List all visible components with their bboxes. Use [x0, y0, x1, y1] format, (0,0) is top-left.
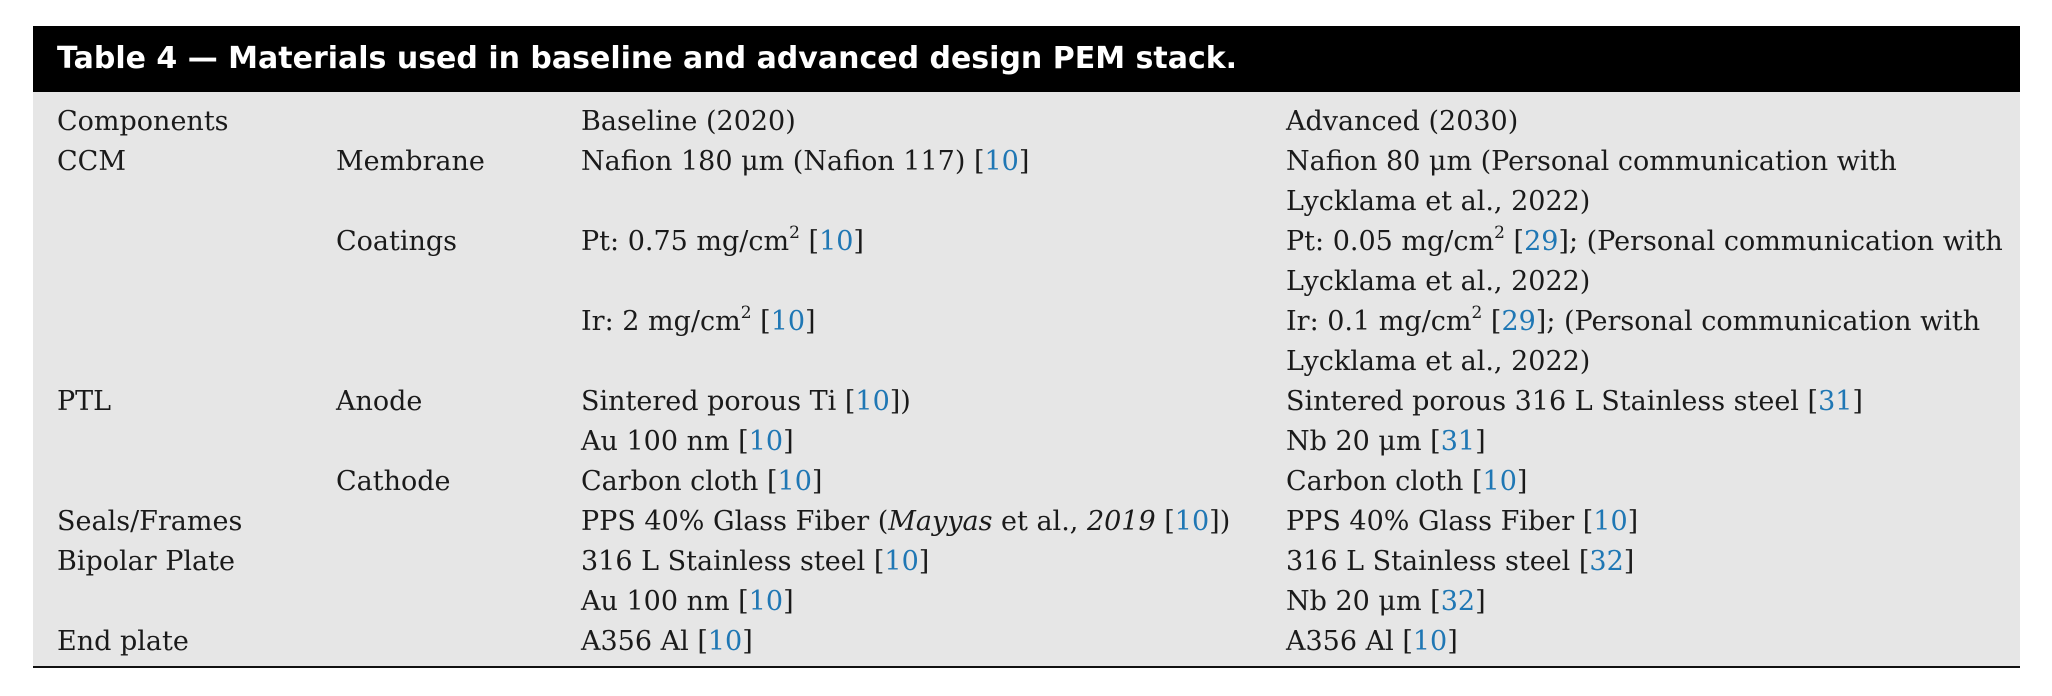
reference-link[interactable]: 10 — [748, 586, 784, 617]
reference-link[interactable]: 32 — [1440, 586, 1476, 617]
subcomponent-cell: Coatings — [336, 226, 458, 257]
advanced-cell: Carbon cloth [10] — [1286, 466, 1528, 497]
reference-link[interactable]: 10 — [819, 226, 854, 257]
component-cell: PTL — [57, 386, 112, 417]
reference-link[interactable]: 29 — [1501, 306, 1536, 337]
reference-link[interactable]: 10 — [1593, 506, 1628, 537]
baseline-cell: Ir: 2 mg/cm2 [10] — [581, 303, 816, 338]
table-row: Seals/Frames PPS 40% Glass Fiber (Mayyas… — [33, 502, 2020, 542]
reference-link[interactable]: 10 — [1174, 506, 1210, 537]
table-row: CCM Membrane Nafion 180 μm (Nafion 117) … — [33, 142, 2020, 182]
table-row: Lycklama et al., 2022) — [33, 342, 2020, 382]
reference-link[interactable]: 31 — [1440, 426, 1476, 457]
baseline-cell: Nafion 180 μm (Nafion 117) [10] — [581, 146, 1030, 177]
reference-link[interactable]: 29 — [1524, 226, 1559, 257]
header-components: Components — [57, 106, 229, 137]
advanced-cell: A356 Al [10] — [1286, 626, 1458, 657]
reference-link[interactable]: 10 — [777, 466, 812, 497]
reference-link[interactable]: 10 — [748, 426, 784, 457]
advanced-cell: Sintered porous 316 L Stainless steel [3… — [1286, 386, 1863, 417]
table-row: Lycklama et al., 2022) — [33, 262, 2020, 302]
component-cell: Seals/Frames — [57, 506, 243, 537]
table-caption: Table 4 — Materials used in baseline and… — [33, 26, 2020, 92]
table-row: Au 100 nm [10] Nb 20 μm [32] — [33, 582, 2020, 622]
table-header-row: Components Baseline (2020) Advanced (203… — [33, 102, 2020, 142]
reference-link[interactable]: 10 — [884, 546, 919, 577]
table-row: PTL Anode Sintered porous Ti [10]) Sinte… — [33, 382, 2020, 422]
reference-link[interactable]: 10 — [770, 306, 806, 337]
advanced-cell: Pt: 0.05 mg/cm2 [29]; (Personal communic… — [1286, 223, 2003, 258]
reference-link[interactable]: 10 — [1482, 466, 1517, 497]
table-row: Bipolar Plate 316 L Stainless steel [10]… — [33, 542, 2020, 582]
header-advanced: Advanced (2030) — [1286, 106, 1519, 137]
advanced-cell: 316 L Stainless steel [32] — [1286, 546, 1635, 577]
baseline-cell: A356 Al [10] — [581, 626, 753, 657]
advanced-cell: Lycklama et al., 2022) — [1286, 266, 1591, 297]
component-cell: End plate — [57, 626, 189, 657]
table-row: Au 100 nm [10] Nb 20 μm [31] — [33, 422, 2020, 462]
reference-link[interactable]: 10 — [984, 146, 1019, 177]
table-row: Coatings Pt: 0.75 mg/cm2 [10] Pt: 0.05 m… — [33, 222, 2020, 262]
table-row: Cathode Carbon cloth [10] Carbon cloth [… — [33, 462, 2020, 502]
reference-link[interactable]: 10 — [707, 626, 743, 657]
advanced-cell: PPS 40% Glass Fiber [10] — [1286, 506, 1639, 537]
component-cell: CCM — [57, 146, 126, 177]
advanced-cell: Nafion 80 μm (Personal communication wit… — [1286, 146, 1897, 177]
subcomponent-cell: Cathode — [336, 466, 451, 497]
table-row: End plate A356 Al [10] A356 Al [10] — [33, 622, 2020, 662]
header-baseline: Baseline (2020) — [581, 106, 796, 137]
advanced-cell: Lycklama et al., 2022) — [1286, 186, 1591, 217]
baseline-cell: Au 100 nm [10] — [581, 586, 794, 617]
baseline-cell: 316 L Stainless steel [10] — [581, 546, 930, 577]
advanced-cell: Ir: 0.1 mg/cm2 [29]; (Personal communica… — [1286, 303, 1981, 338]
reference-link[interactable]: 10 — [855, 386, 890, 417]
subcomponent-cell: Anode — [336, 386, 423, 417]
reference-link[interactable]: 32 — [1589, 546, 1624, 577]
baseline-cell: Au 100 nm [10] — [581, 426, 794, 457]
baseline-cell: Carbon cloth [10] — [581, 466, 823, 497]
component-cell: Bipolar Plate — [57, 546, 235, 577]
advanced-cell: Lycklama et al., 2022) — [1286, 346, 1591, 377]
table-row: Ir: 2 mg/cm2 [10] Ir: 0.1 mg/cm2 [29]; (… — [33, 302, 2020, 342]
reference-link[interactable]: 31 — [1818, 386, 1853, 417]
subcomponent-cell: Membrane — [336, 146, 485, 177]
reference-link[interactable]: 10 — [1412, 626, 1448, 657]
baseline-cell: Pt: 0.75 mg/cm2 [10] — [581, 223, 864, 258]
baseline-cell: Sintered porous Ti [10]) — [581, 386, 911, 417]
baseline-cell: PPS 40% Glass Fiber (Mayyas et al., 2019… — [581, 506, 1231, 537]
materials-table: Table 4 — Materials used in baseline and… — [33, 26, 2020, 668]
table-row: Lycklama et al., 2022) — [33, 182, 2020, 222]
advanced-cell: Nb 20 μm [32] — [1286, 586, 1486, 617]
advanced-cell: Nb 20 μm [31] — [1286, 426, 1486, 457]
